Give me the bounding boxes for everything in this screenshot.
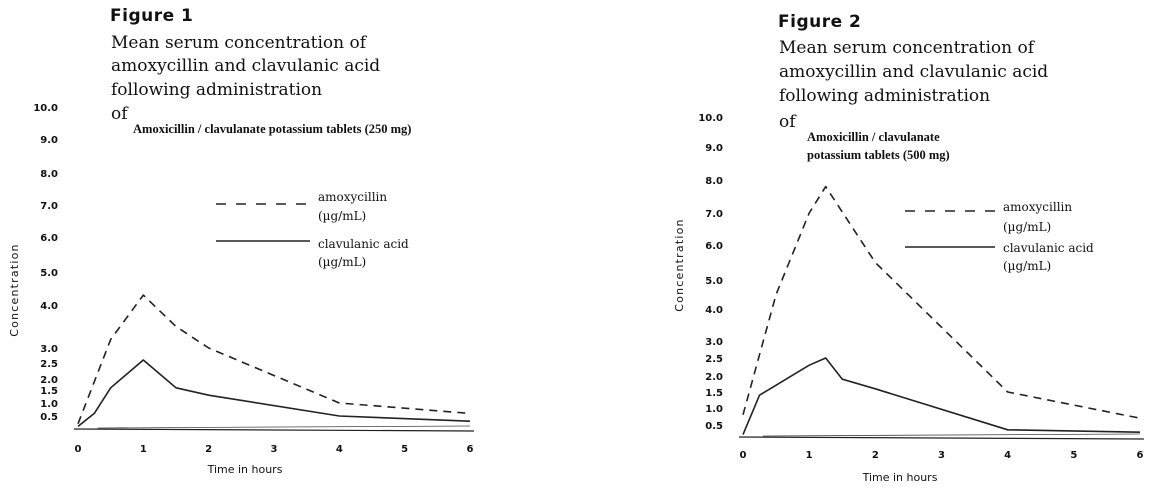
- legend-label-clavulanic-acid: (µg/mL): [318, 255, 366, 269]
- y-tick-label: 6.0: [705, 241, 723, 252]
- y-tick-label: 2.5: [705, 354, 723, 365]
- legend-label-clavulanic-acid: clavulanic acid: [1003, 241, 1094, 255]
- figure-heading: Figure 2: [778, 12, 862, 32]
- amoxycillin-series-line: [742, 185, 1141, 419]
- y-tick-label: 7.0: [705, 209, 723, 220]
- y-tick-label: 9.0: [40, 135, 58, 146]
- x-tick-label: 6: [467, 444, 474, 455]
- figure-heading: Figure 1: [110, 6, 194, 26]
- legend-label-amoxycillin: (µg/mL): [1003, 220, 1051, 234]
- amoxycillin-series-line: [77, 294, 471, 425]
- legend-label-amoxycillin: amoxycillin: [318, 190, 387, 204]
- x-tick-label: 5: [1070, 450, 1077, 461]
- y-tick-label: 0.5: [40, 412, 58, 423]
- y-tick-label: 2.5: [40, 359, 58, 370]
- x-tick-label: 1: [806, 450, 813, 461]
- y-tick-label: 1.0: [705, 404, 723, 415]
- baseline-trace: [97, 425, 471, 429]
- legend-label-amoxycillin: (µg/mL): [318, 209, 366, 223]
- x-tick-label: 1: [140, 444, 147, 455]
- caption-line: of: [111, 104, 128, 124]
- y-tick-label: 4.0: [40, 301, 58, 312]
- x-tick-label: 4: [1004, 450, 1011, 461]
- x-axis-line: [73, 428, 475, 432]
- drug-name: Amoxicillin / clavulanate: [807, 130, 940, 144]
- y-tick-label: 1.5: [40, 386, 58, 397]
- drug-name: Amoxicillin / clavulanate potassium tabl…: [133, 122, 412, 136]
- y-tick-label: 10.0: [33, 103, 58, 114]
- x-tick-label: 4: [336, 444, 343, 455]
- y-tick-label: 7.0: [40, 201, 58, 212]
- x-tick-label: 0: [740, 450, 747, 461]
- clavulanic-acid-series-line: [742, 357, 1141, 435]
- y-tick-label: 1.0: [40, 399, 58, 410]
- baseline-trace: [762, 433, 1141, 437]
- x-axis-label: Time in hours: [862, 471, 938, 484]
- caption-line: amoxycillin and clavulanic acid: [779, 62, 1049, 82]
- x-tick-label: 3: [271, 444, 278, 455]
- y-tick-label: 3.0: [705, 337, 723, 348]
- y-tick-label: 9.0: [705, 143, 723, 154]
- x-tick-label: 5: [401, 444, 408, 455]
- x-tick-label: 2: [205, 444, 212, 455]
- figure-1-panel: Figure 1 Mean serum concentration of amo…: [0, 0, 560, 489]
- legend-label-amoxycillin: amoxycillin: [1003, 200, 1072, 214]
- y-tick-label: 2.0: [705, 372, 723, 383]
- y-tick-label: 10.0: [698, 113, 723, 124]
- x-tick-label: 2: [872, 450, 879, 461]
- y-tick-label: 5.0: [40, 268, 58, 279]
- x-tick-label: 6: [1137, 450, 1144, 461]
- caption-line: following administration: [779, 86, 991, 106]
- caption-line: amoxycillin and clavulanic acid: [111, 56, 381, 76]
- legend-label-clavulanic-acid: clavulanic acid: [318, 237, 409, 251]
- y-tick-label: 8.0: [40, 169, 58, 180]
- caption-line: Mean serum concentration of: [779, 38, 1035, 58]
- caption-line: following administration: [111, 80, 323, 100]
- x-axis-line: [738, 436, 1145, 440]
- caption-line: of: [779, 112, 796, 132]
- y-tick-label: 5.0: [705, 276, 723, 287]
- y-tick-label: 6.0: [40, 233, 58, 244]
- y-tick-label: 8.0: [705, 176, 723, 187]
- y-tick-label: 2.0: [40, 375, 58, 386]
- y-axis-label: Concentration: [8, 243, 21, 336]
- caption-line: Mean serum concentration of: [111, 33, 367, 53]
- y-tick-label: 3.0: [40, 344, 58, 355]
- x-tick-label: 0: [75, 444, 82, 455]
- legend-label-clavulanic-acid: (µg/mL): [1003, 259, 1051, 273]
- y-tick-label: 1.5: [705, 388, 723, 399]
- x-axis-label: Time in hours: [207, 463, 283, 476]
- clavulanic-acid-series-line: [77, 359, 471, 428]
- x-tick-label: 3: [938, 450, 945, 461]
- figure-1-chart: 0.5 1.0 1.52.0 2.5 3.0 4.0 5.0 6.0 7.0 8.0 9.0 10.0…: [8, 103, 475, 476]
- drug-name: potassium tablets (500 mg): [807, 148, 950, 162]
- y-tick-label: 4.0: [705, 305, 723, 316]
- y-tick-label: 0.5: [705, 421, 723, 432]
- y-axis-label: Concentration: [673, 218, 686, 311]
